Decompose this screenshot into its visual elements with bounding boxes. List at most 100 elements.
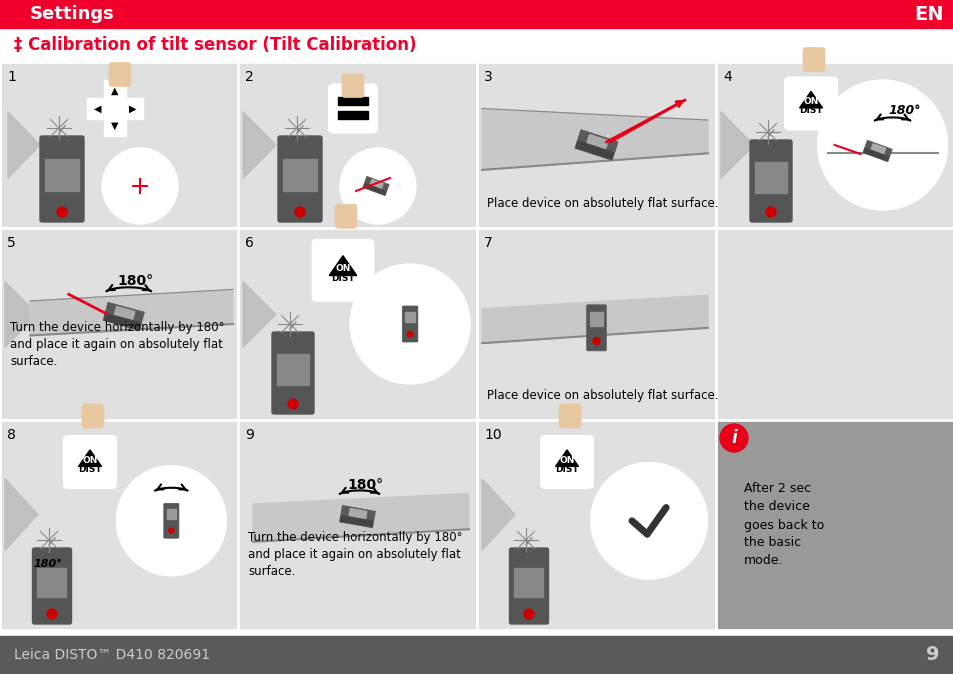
Text: 9: 9	[245, 428, 253, 442]
Circle shape	[523, 609, 534, 619]
Circle shape	[47, 609, 57, 619]
Text: Leica DISTO™ D410 820691: Leica DISTO™ D410 820691	[14, 648, 210, 662]
Polygon shape	[5, 282, 38, 347]
Circle shape	[593, 338, 599, 344]
Circle shape	[102, 148, 178, 224]
Polygon shape	[114, 307, 134, 319]
Polygon shape	[555, 450, 578, 466]
Text: Turn the device horizontally by 180°
and place it again on absolutely flat
surfa: Turn the device horizontally by 180° and…	[10, 321, 224, 368]
Bar	[87, 98, 143, 119]
Polygon shape	[8, 112, 40, 178]
Bar	[476, 420, 716, 630]
Polygon shape	[103, 303, 144, 330]
Text: Place device on absolutely flat surface.: Place device on absolutely flat surface.	[486, 389, 718, 402]
Polygon shape	[243, 282, 275, 347]
FancyBboxPatch shape	[164, 503, 179, 539]
Text: DIST: DIST	[555, 464, 578, 474]
Circle shape	[57, 207, 67, 217]
Text: ON: ON	[558, 456, 574, 465]
Polygon shape	[576, 141, 613, 159]
FancyBboxPatch shape	[558, 404, 580, 428]
Bar	[716, 62, 953, 228]
Polygon shape	[5, 479, 38, 550]
Polygon shape	[370, 179, 383, 189]
Text: 180°: 180°	[347, 478, 383, 491]
Bar	[405, 312, 415, 322]
Bar	[237, 228, 476, 420]
Text: 1: 1	[7, 70, 16, 84]
FancyBboxPatch shape	[32, 548, 71, 624]
Text: DIST: DIST	[78, 464, 102, 474]
Text: ▼: ▼	[112, 121, 118, 131]
Circle shape	[350, 264, 470, 384]
FancyBboxPatch shape	[109, 63, 131, 86]
Text: 2: 2	[245, 70, 253, 84]
Bar	[0, 636, 953, 674]
Polygon shape	[340, 516, 373, 526]
Polygon shape	[720, 112, 753, 178]
Circle shape	[116, 466, 226, 576]
Bar	[237, 420, 476, 630]
Polygon shape	[481, 109, 707, 170]
Bar	[0, 228, 237, 420]
Polygon shape	[243, 112, 275, 178]
Bar	[131, 177, 149, 195]
FancyBboxPatch shape	[40, 136, 84, 222]
Text: 8: 8	[7, 428, 16, 442]
Polygon shape	[104, 313, 140, 329]
Text: 4: 4	[722, 70, 731, 84]
FancyBboxPatch shape	[272, 332, 314, 414]
Text: 10: 10	[483, 428, 501, 442]
Bar	[590, 313, 602, 326]
FancyBboxPatch shape	[402, 306, 417, 342]
Bar	[0, 62, 237, 228]
Polygon shape	[329, 255, 356, 276]
Text: 180°: 180°	[34, 559, 63, 569]
Text: ON: ON	[335, 264, 351, 272]
Text: 7: 7	[483, 236, 493, 250]
FancyBboxPatch shape	[82, 404, 104, 428]
Circle shape	[591, 463, 706, 579]
Polygon shape	[30, 289, 233, 336]
Polygon shape	[339, 506, 375, 528]
Polygon shape	[586, 135, 608, 149]
Text: ON: ON	[82, 456, 97, 465]
Bar	[0, 420, 237, 630]
Circle shape	[720, 424, 747, 452]
Text: 180°: 180°	[117, 274, 153, 288]
Polygon shape	[78, 450, 101, 466]
FancyBboxPatch shape	[540, 436, 593, 488]
Text: 180°: 180°	[887, 104, 920, 117]
Text: 9: 9	[925, 646, 939, 665]
Text: DIST: DIST	[799, 106, 821, 115]
FancyBboxPatch shape	[277, 136, 322, 222]
Text: i: i	[730, 429, 736, 447]
Bar	[127, 173, 152, 199]
Polygon shape	[481, 295, 707, 343]
Text: EN: EN	[914, 5, 943, 24]
Bar	[104, 80, 126, 136]
Bar	[37, 568, 67, 596]
Bar	[716, 420, 953, 630]
FancyBboxPatch shape	[341, 73, 364, 98]
Circle shape	[407, 332, 413, 337]
FancyBboxPatch shape	[313, 240, 373, 301]
FancyBboxPatch shape	[335, 204, 356, 228]
FancyBboxPatch shape	[749, 140, 791, 222]
Text: ▶: ▶	[129, 104, 136, 113]
Text: After 2 sec
the device
goes back to
the basic
mode.: After 2 sec the device goes back to the …	[743, 483, 823, 568]
Bar	[716, 228, 953, 420]
Text: ‡ Calibration of tilt sensor (Tilt Calibration): ‡ Calibration of tilt sensor (Tilt Calib…	[14, 36, 416, 54]
Text: Place device on absolutely flat surface.: Place device on absolutely flat surface.	[486, 197, 718, 210]
Bar	[337, 111, 368, 119]
Text: 3: 3	[483, 70, 493, 84]
Polygon shape	[481, 479, 515, 550]
Bar	[45, 158, 79, 191]
Polygon shape	[870, 144, 884, 154]
Polygon shape	[862, 140, 891, 162]
Circle shape	[169, 528, 173, 533]
Bar	[514, 568, 543, 596]
Bar	[476, 228, 716, 420]
Text: ON: ON	[802, 97, 818, 106]
Bar	[337, 98, 368, 105]
